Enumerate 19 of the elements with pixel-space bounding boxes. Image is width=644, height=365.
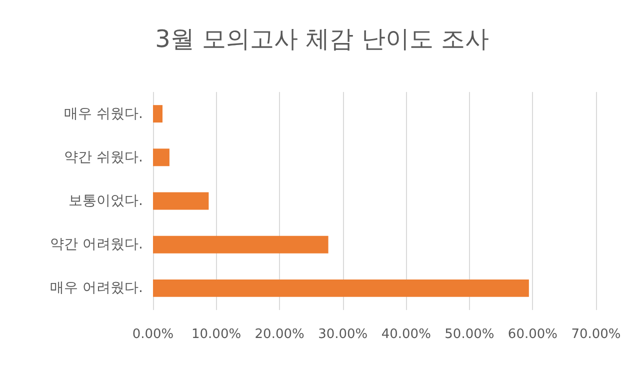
x-tick-label: 70.00% xyxy=(571,327,621,342)
bar xyxy=(153,105,162,123)
y-tick-label: 매우 쉬웠다. xyxy=(64,106,143,122)
bar xyxy=(153,279,529,297)
y-tick-label: 매우 어려웠다. xyxy=(50,280,143,296)
chart-title: 3월 모의고사 체감 난이도 조사 xyxy=(155,25,489,53)
bar xyxy=(153,148,170,166)
x-tick-label: 60.00% xyxy=(508,327,558,342)
x-tick-label: 20.00% xyxy=(254,327,304,342)
x-tick-label: 0.00% xyxy=(132,327,174,342)
bar xyxy=(153,192,209,210)
x-tick-label: 40.00% xyxy=(381,327,431,342)
y-tick-label: 보통이었다. xyxy=(68,193,143,209)
x-tick-label: 10.00% xyxy=(191,327,242,342)
x-tick-label: 30.00% xyxy=(318,327,368,342)
y-tick-label: 약간 쉬웠다. xyxy=(64,149,143,166)
bar xyxy=(153,236,328,254)
x-tick-label: 50.00% xyxy=(444,327,494,342)
y-tick-label: 약간 어려웠다. xyxy=(50,236,143,253)
